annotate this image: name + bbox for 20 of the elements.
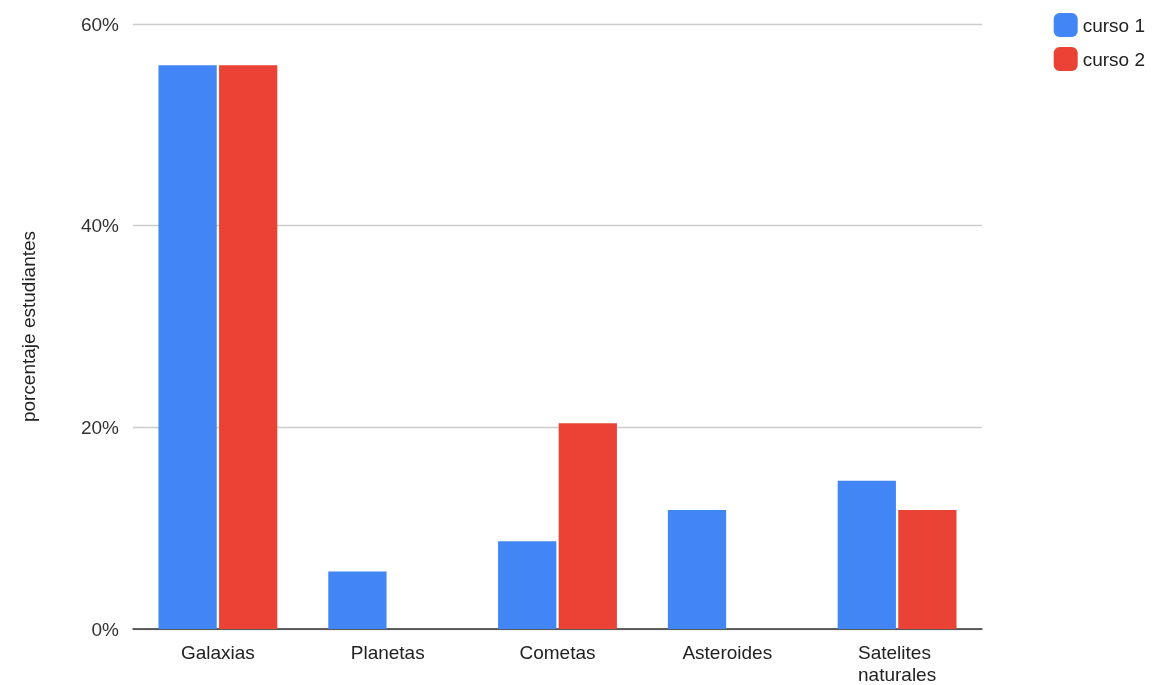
bar — [498, 541, 557, 629]
y-tick-label: 40% — [80, 215, 120, 237]
y-tick-label: 60% — [80, 13, 120, 35]
bar — [837, 480, 896, 629]
y-tick-label: 0% — [91, 618, 120, 640]
legend-label: curso 1 — [1082, 14, 1146, 36]
x-tick-label: Cometas — [519, 641, 596, 663]
x-tick-label: Planetas — [350, 641, 425, 663]
y-tick-label: 20% — [80, 416, 120, 438]
x-tick-label: Satelites naturales — [858, 641, 937, 685]
y-axis-title: porcentaje estudiantes — [18, 230, 39, 423]
x-tick-label: Asteroides — [682, 641, 773, 663]
bar — [898, 510, 957, 629]
bar — [558, 423, 617, 629]
bar — [219, 65, 278, 629]
legend-label: curso 2 — [1082, 48, 1146, 70]
bar — [667, 510, 727, 629]
x-tick-label: Galaxias — [180, 641, 255, 663]
bar — [328, 571, 387, 629]
bar — [158, 65, 217, 629]
